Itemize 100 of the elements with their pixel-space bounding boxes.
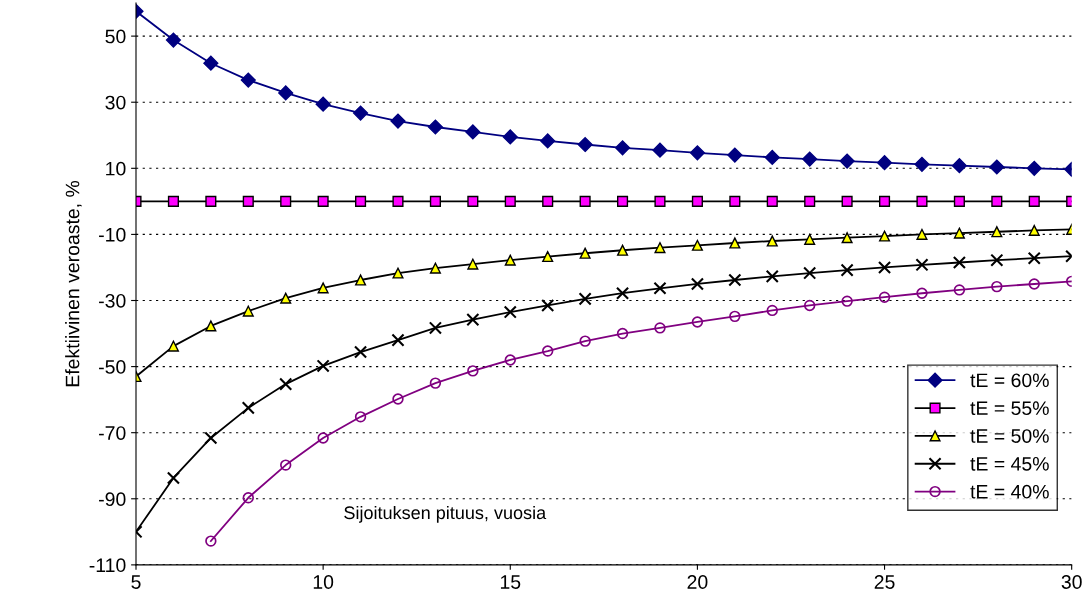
point [578, 292, 592, 306]
point [390, 113, 406, 129]
point [615, 286, 630, 300]
point [841, 295, 853, 307]
point [802, 151, 818, 167]
point [242, 195, 254, 207]
point [654, 322, 666, 334]
point [467, 365, 479, 377]
point [279, 377, 293, 391]
point [242, 492, 254, 504]
point [876, 155, 893, 171]
point [392, 393, 404, 405]
point [315, 96, 331, 112]
point [354, 411, 367, 423]
point [542, 195, 554, 207]
point [804, 233, 816, 245]
point [728, 273, 742, 287]
point [466, 313, 480, 327]
point [504, 254, 516, 266]
point [579, 335, 591, 347]
point [317, 195, 329, 207]
point [242, 305, 254, 317]
y-tick-label: 30 [105, 95, 126, 110]
point [278, 85, 294, 101]
point [241, 401, 255, 415]
point [205, 195, 217, 207]
point [616, 195, 629, 207]
point [916, 228, 928, 240]
y-tick-label: -50 [99, 360, 126, 374]
point [878, 195, 891, 207]
point [878, 291, 891, 303]
point [727, 147, 743, 163]
x-tick-label: 30 [1061, 575, 1082, 589]
point [691, 195, 703, 207]
x-tick-label: 5 [131, 575, 141, 589]
point [690, 277, 704, 291]
point [914, 156, 930, 172]
point [1027, 251, 1041, 265]
point [877, 260, 892, 275]
point [916, 195, 928, 207]
point [467, 195, 479, 207]
point [204, 431, 218, 445]
x-tick-label: 25 [874, 575, 895, 589]
point [352, 105, 369, 121]
x-tick-label: 15 [500, 575, 521, 589]
point [502, 129, 518, 145]
legend-label: tE = 55% [970, 401, 1049, 416]
point [991, 280, 1003, 293]
point [803, 266, 817, 280]
point [167, 195, 179, 207]
point [1026, 160, 1042, 176]
point [203, 55, 219, 71]
point [1028, 278, 1040, 290]
y-tick-label: -70 [99, 426, 126, 440]
point [953, 227, 965, 239]
point [280, 195, 292, 207]
y-tick-label: -110 [89, 558, 126, 573]
point [355, 195, 367, 207]
point [616, 327, 629, 340]
point [991, 226, 1003, 238]
point [540, 133, 556, 149]
point [689, 145, 705, 161]
point [953, 284, 966, 296]
point [428, 321, 443, 335]
x-axis-title: Sijoituksen pituus, vuosia [344, 505, 547, 523]
point [240, 72, 256, 88]
point [765, 269, 779, 283]
point [766, 304, 778, 317]
point [616, 244, 629, 256]
point [839, 153, 855, 169]
point [766, 195, 778, 207]
point [427, 119, 443, 135]
point [429, 377, 442, 389]
point [205, 320, 217, 332]
point [691, 316, 704, 328]
point [804, 195, 816, 207]
point [653, 281, 667, 295]
point [989, 159, 1005, 175]
point [353, 345, 368, 359]
point [916, 287, 928, 299]
point [167, 340, 179, 352]
y-tick-label: 10 [106, 161, 126, 176]
legend-label: tE = 60% [970, 373, 1049, 388]
point [429, 262, 441, 274]
y-tick-label: -30 [99, 293, 126, 308]
point [1028, 224, 1040, 236]
point [205, 535, 217, 547]
point [915, 258, 929, 272]
point [729, 237, 741, 249]
point [654, 195, 666, 207]
point [577, 136, 593, 153]
point [803, 299, 816, 312]
x-tick-label: 10 [313, 575, 334, 589]
point [317, 282, 329, 294]
point [579, 247, 591, 259]
point [951, 158, 967, 174]
legend-label: tE = 40% [970, 484, 1049, 499]
point [392, 267, 404, 279]
point [465, 124, 481, 140]
point [579, 195, 591, 207]
